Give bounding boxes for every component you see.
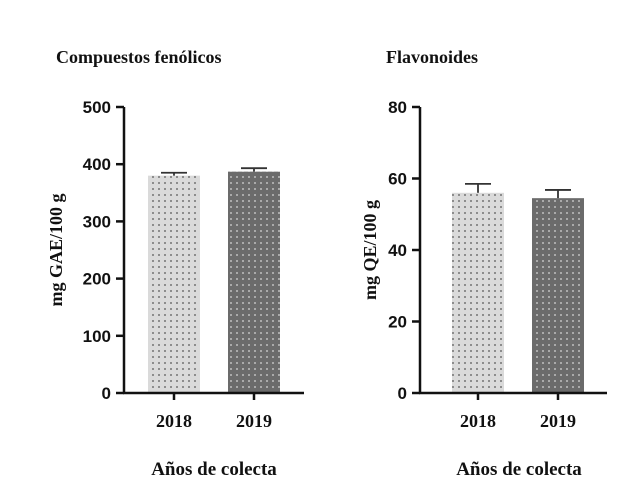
chart-2-y-tick-label-60: 60 bbox=[388, 170, 407, 189]
chart-1-y-tick-label-200: 200 bbox=[83, 270, 111, 289]
chart-1-bar-2019 bbox=[228, 171, 280, 393]
chart-2-y-tick-label-0: 0 bbox=[398, 384, 407, 403]
chart-1-x-tick-label-2018: 2018 bbox=[156, 411, 192, 431]
chart-2-bar-2019 bbox=[532, 198, 584, 393]
chart-2-y-tick-label-20: 20 bbox=[388, 313, 407, 332]
chart-1-y-tick-label-400: 400 bbox=[83, 155, 111, 174]
chart-2-y-tick-label-80: 80 bbox=[388, 98, 407, 117]
chart-1-bar-2018 bbox=[148, 175, 200, 393]
chart-1-y-axis-label: mg GAE/100 g bbox=[46, 193, 66, 306]
chart-1-title: Compuestos fenólicos bbox=[56, 47, 222, 67]
chart-2-title: Flavonoides bbox=[386, 47, 478, 67]
chart-1-x-axis-label: Años de colecta bbox=[151, 459, 277, 480]
chart-1-y-tick-label-100: 100 bbox=[83, 327, 111, 346]
chart-2-y-tick-label-40: 40 bbox=[388, 241, 407, 260]
chart-1-phenolics: Compuestos fenólicos mg GAE/100 g Años d… bbox=[46, 47, 304, 480]
chart-2-x-tick-label-2019: 2019 bbox=[540, 411, 576, 431]
chart-2-flavonoids: Flavonoides mg QE/100 g Años de colecta … bbox=[360, 47, 607, 480]
chart-2-x-axis-label: Años de colecta bbox=[456, 459, 582, 480]
chart-1-y-tick-label-500: 500 bbox=[83, 98, 111, 117]
chart-2-y-axis-label: mg QE/100 g bbox=[360, 200, 380, 300]
chart-2-x-tick-label-2018: 2018 bbox=[460, 411, 496, 431]
chart-1-y-tick-label-0: 0 bbox=[102, 384, 111, 403]
chart-2-bar-2018 bbox=[452, 192, 504, 393]
chart-1-x-tick-label-2019: 2019 bbox=[236, 411, 272, 431]
chart-1-y-tick-label-300: 300 bbox=[83, 212, 111, 231]
